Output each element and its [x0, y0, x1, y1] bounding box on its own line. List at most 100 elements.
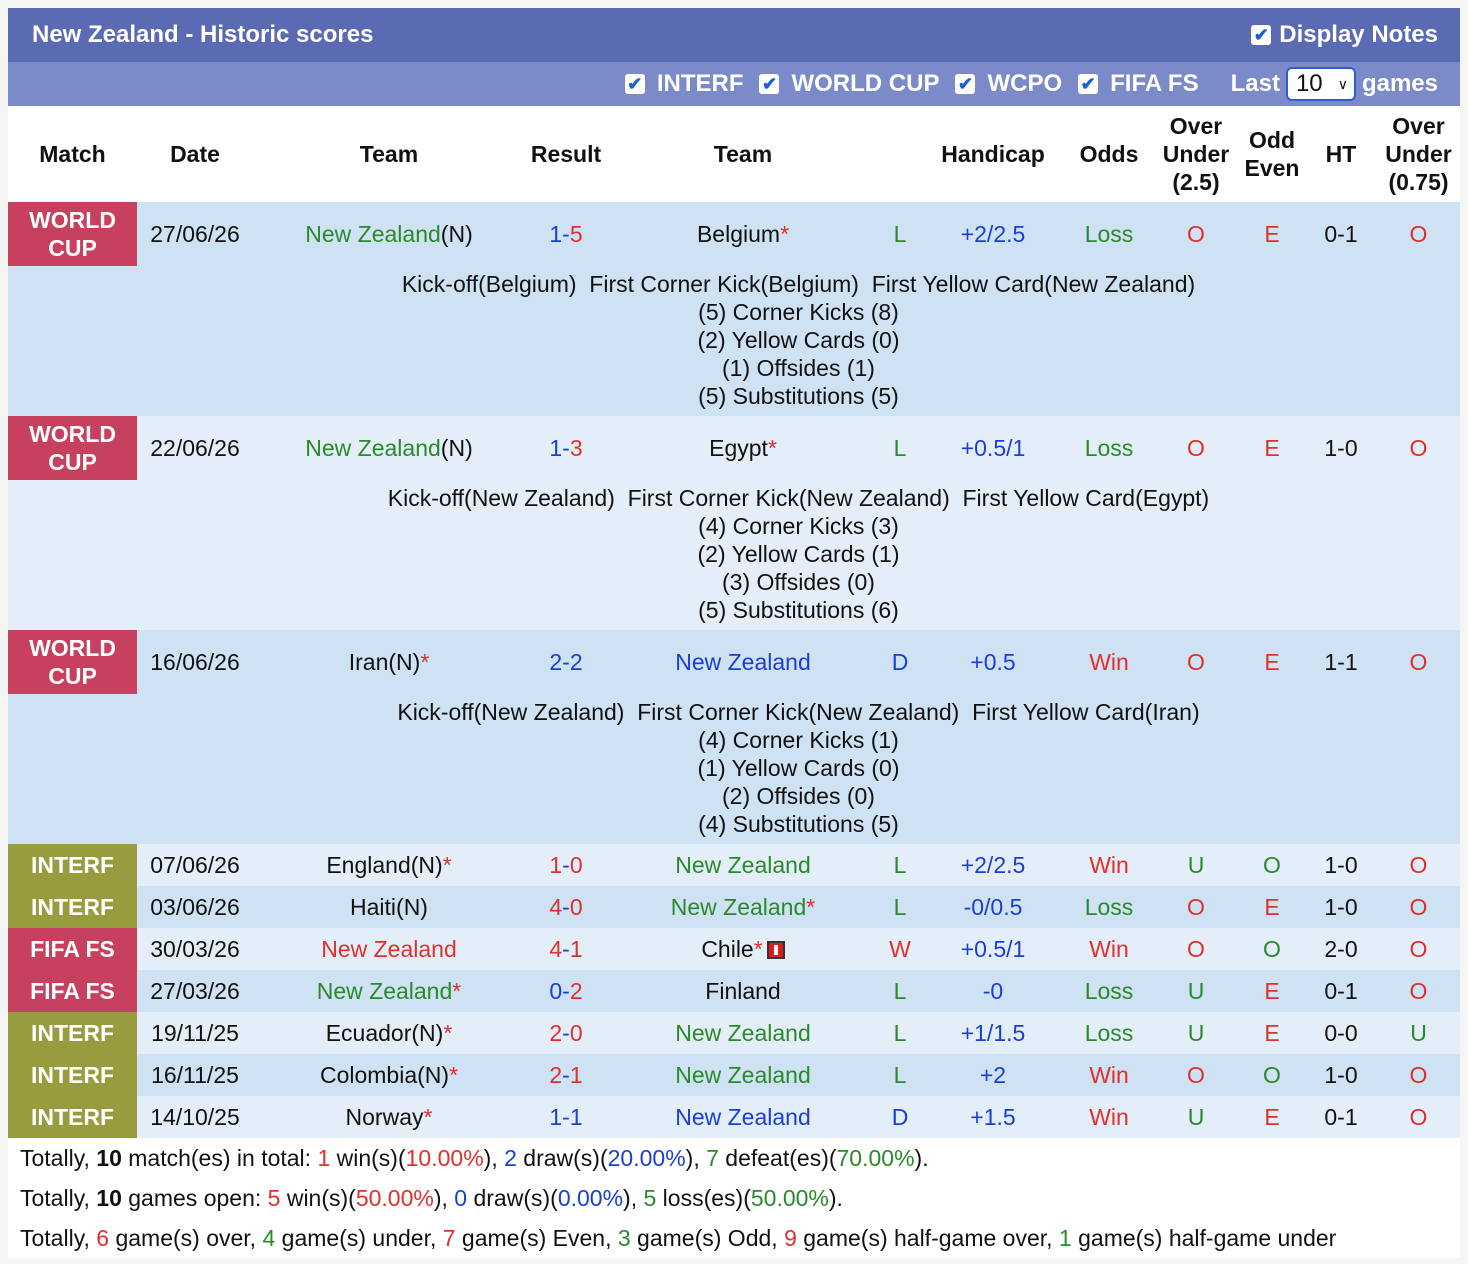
away-team[interactable]: Finland — [607, 970, 879, 1012]
home-team[interactable]: Norway* — [253, 1096, 525, 1138]
home-team[interactable]: Ecuador(N)* — [253, 1012, 525, 1054]
away-team[interactable]: New Zealand — [607, 630, 879, 694]
home-team-name[interactable]: England — [326, 851, 411, 878]
summary-line-1: Totally, 10 match(es) in total: 1 win(s)… — [20, 1138, 1448, 1178]
filter-interf[interactable]: ✔ INTERF — [624, 70, 743, 98]
summary-segment: defeat(es)( — [718, 1145, 837, 1171]
away-team-name[interactable]: New Zealand — [675, 648, 811, 675]
match-result[interactable]: 4-1 — [525, 928, 607, 970]
home-team[interactable]: Colombia(N)* — [253, 1054, 525, 1096]
handicap: +1.5 — [921, 1096, 1065, 1138]
away-score: 1 — [569, 1103, 583, 1130]
summary-segment: 1 — [1058, 1225, 1072, 1251]
summary-segment: game(s) half-game over, — [796, 1225, 1059, 1251]
checkbox-world-cup[interactable]: ✔ — [759, 74, 780, 94]
filter-fifa-fs[interactable]: ✔ FIFA FS — [1078, 70, 1199, 98]
col-odds: Odds — [1065, 106, 1153, 202]
away-team[interactable]: New Zealand — [607, 844, 879, 886]
col-team1: Team — [253, 106, 525, 202]
match-result[interactable]: 2-1 — [525, 1054, 607, 1096]
home-team[interactable]: New Zealand — [253, 928, 525, 970]
away-team-name[interactable]: New Zealand — [675, 1103, 811, 1130]
match-result[interactable]: 1-0 — [525, 844, 607, 886]
home-team-name[interactable]: New Zealand — [316, 977, 453, 1004]
home-team-name[interactable]: New Zealand — [321, 935, 457, 962]
over-under-2-5: U — [1153, 1096, 1239, 1138]
away-team-name[interactable]: Egypt — [709, 434, 768, 461]
home-team-name[interactable]: Ecuador — [325, 1019, 412, 1046]
away-team-name[interactable]: Finland — [705, 977, 781, 1004]
match-result[interactable]: 1-1 — [525, 1096, 607, 1138]
competition-badge[interactable]: WORLD CUP — [8, 202, 137, 266]
win-loss: L — [879, 1012, 921, 1054]
home-team-name[interactable]: Haiti — [350, 893, 397, 920]
away-team[interactable]: New Zealand — [607, 1012, 879, 1054]
match-result[interactable]: 0-2 — [525, 970, 607, 1012]
home-team[interactable]: New Zealand(N) — [253, 416, 525, 480]
away-team-name[interactable]: New Zealand — [675, 851, 811, 878]
match-result[interactable]: 1-3 — [525, 416, 607, 480]
match-result[interactable]: 2-2 — [525, 630, 607, 694]
away-team-name[interactable]: New Zealand — [670, 893, 807, 920]
match-date: 22/06/26 — [137, 416, 253, 480]
home-team-name[interactable]: Iran — [348, 648, 389, 675]
away-team-name[interactable]: New Zealand — [675, 1019, 811, 1046]
competition-badge[interactable]: INTERF — [8, 1054, 137, 1096]
historic-scores-panel: New Zealand - Historic scores ✔ Display … — [8, 8, 1460, 1258]
last-games-select[interactable]: 10 ∨ — [1285, 67, 1356, 101]
summary-segment: 0 — [454, 1185, 468, 1211]
home-team-name[interactable]: Norway — [345, 1103, 424, 1130]
odd-even: E — [1239, 886, 1305, 928]
odd-even: E — [1239, 970, 1305, 1012]
checkbox-interf[interactable]: ✔ — [624, 74, 645, 94]
home-team-name[interactable]: New Zealand — [305, 220, 441, 247]
home-team[interactable]: Haiti(N) — [253, 886, 525, 928]
match-date: 03/06/26 — [137, 886, 253, 928]
home-team[interactable]: New Zealand* — [253, 970, 525, 1012]
star-marker: * — [452, 977, 462, 1004]
checkbox-wcpo[interactable]: ✔ — [955, 74, 976, 94]
match-result[interactable]: 4-0 — [525, 886, 607, 928]
over-under-0-75: O — [1377, 886, 1460, 928]
competition-badge[interactable]: FIFA FS — [8, 928, 137, 970]
checkbox-fifa-fs[interactable]: ✔ — [1078, 74, 1099, 94]
competition-label: WORLD — [29, 207, 116, 233]
home-team-name[interactable]: Colombia — [319, 1061, 418, 1088]
away-team[interactable]: Egypt* — [607, 416, 879, 480]
score-separator: - — [562, 935, 570, 962]
away-team[interactable]: New Zealand — [607, 1096, 879, 1138]
away-team[interactable]: New Zealand — [607, 1054, 879, 1096]
away-team-name[interactable]: Chile — [701, 935, 754, 962]
filter-world-cup[interactable]: ✔ WORLD CUP — [759, 70, 939, 98]
home-team[interactable]: New Zealand(N) — [253, 202, 525, 266]
competition-badge[interactable]: INTERF — [8, 1012, 137, 1054]
away-team[interactable]: Chile* — [607, 928, 879, 970]
home-team-name[interactable]: New Zealand — [305, 434, 441, 461]
summary-segment: 9 — [784, 1225, 797, 1251]
competition-badge[interactable]: FIFA FS — [8, 970, 137, 1012]
home-team[interactable]: England(N)* — [253, 844, 525, 886]
neutral-marker: (N) — [440, 434, 473, 461]
away-team[interactable]: Belgium* — [607, 202, 879, 266]
competition-badge[interactable]: WORLD CUP — [8, 630, 137, 694]
win-loss: D — [879, 630, 921, 694]
away-team[interactable]: New Zealand* — [607, 886, 879, 928]
display-notes-toggle[interactable]: ✔ Display Notes — [1251, 21, 1438, 49]
competition-badge[interactable]: INTERF — [8, 844, 137, 886]
notes-spacer — [8, 480, 137, 630]
match-result[interactable]: 1-5 — [525, 202, 607, 266]
title-bar: New Zealand - Historic scores ✔ Display … — [8, 8, 1460, 62]
away-team-name[interactable]: Belgium — [696, 220, 781, 247]
match-stat-line: (1) Yellow Cards (0) — [697, 755, 900, 781]
competition-badge[interactable]: INTERF — [8, 886, 137, 928]
home-team[interactable]: Iran(N)* — [253, 630, 525, 694]
display-notes-checkbox[interactable]: ✔ — [1251, 25, 1272, 45]
competition-badge[interactable]: WORLD CUP — [8, 416, 137, 480]
table-row: INTERF 07/06/26 England(N)* 1-0 New Zealand L… — [8, 844, 1460, 886]
filter-wcpo[interactable]: ✔ WCPO — [955, 70, 1062, 98]
match-result[interactable]: 2-0 — [525, 1012, 607, 1054]
away-team-name[interactable]: New Zealand — [675, 1061, 811, 1088]
match-stat-line: (4) Substitutions (5) — [698, 811, 899, 837]
summary-segment: ), — [483, 1145, 505, 1171]
competition-badge[interactable]: INTERF — [8, 1096, 137, 1138]
